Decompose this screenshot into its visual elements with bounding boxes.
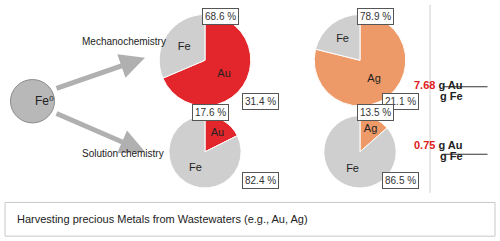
svg-text:g Fe: g Fe: [440, 150, 463, 162]
svg-text:17.6 %: 17.6 %: [195, 107, 226, 118]
svg-text:21.1 %: 21.1 %: [385, 96, 416, 107]
svg-text:Au: Au: [217, 67, 230, 79]
svg-text:7.68 g Au: 7.68 g Au: [414, 79, 463, 91]
svg-text:68.6 %: 68.6 %: [205, 11, 236, 22]
svg-text:78.9 %: 78.9 %: [360, 11, 391, 22]
svg-text:g Fe: g Fe: [440, 90, 463, 102]
svg-text:82.4 %: 82.4 %: [245, 175, 276, 186]
svg-text:31.4 %: 31.4 %: [245, 96, 276, 107]
svg-text:Solution chemistry: Solution chemistry: [82, 148, 164, 159]
svg-text:Ag: Ag: [367, 72, 380, 84]
svg-text:Harvesting precious Metals fro: Harvesting precious Metals from Wastewat…: [17, 213, 308, 225]
svg-text:Fe: Fe: [336, 32, 349, 44]
svg-text:Fe⁰: Fe⁰: [35, 94, 54, 108]
svg-text:Mechanochemistry: Mechanochemistry: [82, 36, 166, 47]
svg-text:Fe: Fe: [346, 162, 359, 174]
svg-text:13.5 %: 13.5 %: [360, 107, 391, 118]
svg-text:86.5 %: 86.5 %: [385, 175, 416, 186]
svg-text:Fe: Fe: [189, 161, 202, 173]
svg-text:Ag: Ag: [364, 122, 377, 134]
svg-text:Au: Au: [211, 126, 224, 138]
svg-text:0.75 g Au: 0.75 g Au: [414, 139, 463, 151]
svg-text:Fe: Fe: [178, 40, 191, 52]
